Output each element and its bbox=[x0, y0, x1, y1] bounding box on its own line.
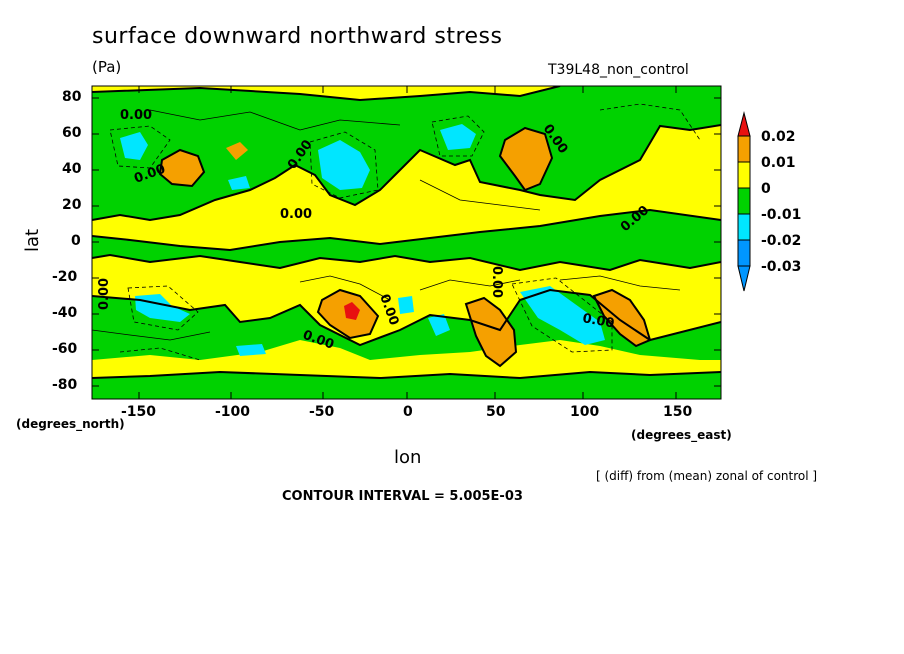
positive-blob bbox=[226, 142, 248, 160]
strong-negative-blob bbox=[228, 176, 250, 190]
colorbar-swatch bbox=[737, 135, 751, 163]
positive-blob bbox=[594, 290, 650, 346]
colorbar-label: -0.03 bbox=[761, 259, 802, 275]
positive-contour bbox=[498, 126, 554, 192]
strong-negative-blob bbox=[398, 296, 414, 314]
contour-label: 0.00 bbox=[280, 207, 312, 222]
zero-contour bbox=[92, 370, 721, 380]
positive-blob bbox=[500, 128, 552, 190]
colorbar-label: -0.01 bbox=[761, 207, 802, 223]
colorbar-swatch bbox=[737, 187, 751, 215]
colorbar-label: 0.02 bbox=[761, 129, 796, 145]
diff-note: [ (diff) from (mean) zonal of control ] bbox=[596, 469, 818, 483]
positive-contour bbox=[316, 288, 380, 340]
y-tick-label: 80 bbox=[62, 89, 82, 105]
y-tick-label: -80 bbox=[52, 377, 78, 393]
y-tick-label: -60 bbox=[52, 341, 78, 357]
units-label: (Pa) bbox=[92, 58, 122, 76]
strong-negative-blob bbox=[440, 124, 476, 150]
y-tick-label: 0 bbox=[71, 233, 81, 249]
strong-negative-blob bbox=[318, 140, 370, 190]
strong-negative-blob bbox=[236, 344, 266, 356]
positive-contour bbox=[158, 148, 206, 188]
run-name: T39L48_non_control bbox=[548, 62, 689, 78]
colorbar-label: 0.01 bbox=[761, 155, 796, 171]
y-tick-label: -20 bbox=[52, 269, 78, 285]
x-tick-label: 50 bbox=[486, 404, 506, 420]
maximum-blob bbox=[344, 302, 360, 320]
colorbar bbox=[737, 111, 751, 292]
x-tick-label: -100 bbox=[215, 404, 251, 420]
colorbar-swatch bbox=[737, 239, 751, 267]
colorbar-label: 0 bbox=[761, 181, 771, 197]
zero-contour bbox=[92, 86, 561, 102]
y-tick-label: -40 bbox=[52, 305, 78, 321]
colorbar-swatch-max bbox=[737, 111, 751, 137]
positive-blob bbox=[160, 150, 204, 186]
zero-contour bbox=[92, 208, 721, 252]
x-unit-label: (degrees_east) bbox=[631, 428, 732, 442]
zero-contour bbox=[92, 253, 721, 272]
y-tick-label: 20 bbox=[62, 197, 82, 213]
contour-interval: CONTOUR INTERVAL = 5.005E-03 bbox=[282, 489, 523, 504]
x-tick-label: 150 bbox=[663, 404, 693, 420]
contour-label: 0.00 bbox=[581, 311, 615, 331]
y-tick-label: 40 bbox=[62, 161, 82, 177]
colorbar-swatch-min bbox=[737, 265, 751, 292]
x-tick-label: -150 bbox=[121, 404, 157, 420]
strong-negative-blob bbox=[428, 314, 450, 336]
x-tick-label: -50 bbox=[309, 404, 335, 420]
colorbar-swatch bbox=[737, 161, 751, 189]
zero-contour bbox=[92, 124, 721, 222]
positive-contour bbox=[592, 288, 652, 348]
y-unit-label: (degrees_north) bbox=[16, 417, 125, 431]
contour-label: 0.00 bbox=[120, 108, 152, 123]
negative-region bbox=[92, 210, 721, 270]
strong-negative-blob bbox=[520, 286, 605, 345]
x-tick-label: 0 bbox=[403, 404, 413, 420]
positive-contour bbox=[464, 296, 518, 368]
map-title: surface downward northward stress bbox=[92, 24, 503, 49]
x-axis-label: lon bbox=[394, 447, 422, 468]
positive-region bbox=[92, 340, 721, 378]
colorbar-swatch bbox=[737, 213, 751, 241]
contour-label: 0.00 bbox=[489, 266, 504, 298]
x-tick-label: 100 bbox=[570, 404, 600, 420]
strong-negative-blob bbox=[120, 132, 148, 160]
colorbar-label: -0.02 bbox=[761, 233, 802, 249]
y-axis-label: lat bbox=[22, 228, 43, 252]
y-tick-label: 60 bbox=[62, 125, 82, 141]
contour-label: 0.00 bbox=[97, 278, 112, 310]
zero-contour bbox=[92, 288, 721, 347]
